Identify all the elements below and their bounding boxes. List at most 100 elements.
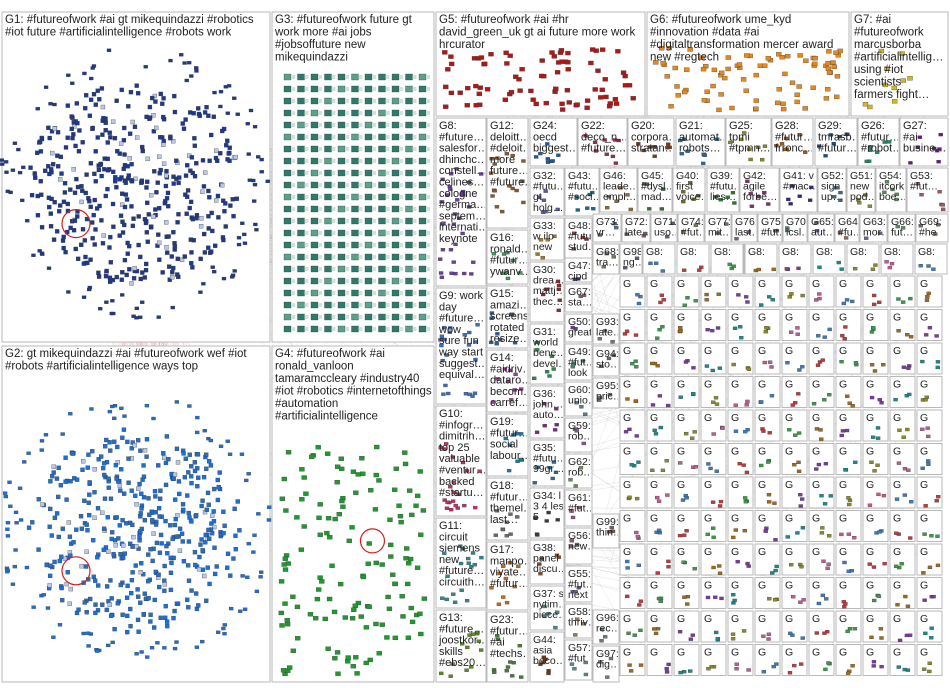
small-group[interactable]: G (889, 543, 916, 576)
small-group[interactable]: G (835, 510, 862, 542)
group-g52[interactable]: G52:signup… (817, 167, 847, 213)
small-group[interactable]: G (754, 610, 781, 643)
small-group[interactable]: G8: (744, 243, 778, 275)
small-group[interactable]: G8: (676, 243, 710, 275)
small-group[interactable]: G (727, 610, 754, 643)
group-g73[interactable]: G73:vr… (592, 213, 622, 243)
group-g95[interactable]: G95:pric… (592, 377, 623, 409)
group-g46[interactable]: G46:leade…empl… (599, 167, 639, 213)
small-group[interactable]: G (808, 376, 835, 408)
small-group[interactable]: G (700, 476, 727, 509)
group-g14[interactable]: G14:#aidriv…dataro…becom…carref… (486, 349, 534, 413)
small-group[interactable]: G (808, 409, 835, 442)
small-group[interactable]: G (754, 443, 781, 475)
group-g47[interactable]: G47:cipd (564, 257, 593, 283)
small-group[interactable]: G (673, 543, 700, 576)
small-group[interactable]: G (889, 275, 916, 308)
small-group[interactable]: G (700, 309, 727, 341)
small-group[interactable]: G (862, 476, 889, 509)
small-group[interactable]: G (619, 543, 646, 576)
small-group[interactable]: G (673, 577, 700, 609)
small-group[interactable]: G (862, 443, 889, 475)
small-group[interactable]: G (835, 309, 862, 341)
small-group[interactable]: G (889, 476, 916, 509)
small-group[interactable]: G (862, 510, 889, 542)
small-group[interactable]: G (673, 476, 700, 509)
small-group[interactable]: G (646, 644, 673, 676)
small-group[interactable]: G (619, 309, 646, 341)
small-group[interactable]: G (673, 510, 700, 542)
small-group[interactable]: G (646, 409, 673, 442)
small-group[interactable]: G (835, 443, 862, 475)
group-g4[interactable]: G4: #futureofwork #aironald_vanloontamar… (271, 345, 435, 683)
group-g8[interactable]: G8:#future…salesfor…dhinchc…constell…cel… (435, 117, 489, 287)
group-g35[interactable]: G35:#futu…99gr… (529, 439, 567, 487)
small-group[interactable]: G (889, 376, 916, 408)
small-group[interactable]: G (781, 510, 808, 542)
group-g32[interactable]: G32:#futu…gtholg… (529, 167, 567, 217)
group-g20[interactable]: G20:corpora…stratan… (627, 117, 679, 167)
group-g2[interactable]: G2: gt mikequindazzi #ai #futureofwork w… (1, 345, 272, 683)
small-group[interactable]: G (916, 309, 943, 341)
group-g24[interactable]: G24:oecdbiggest… (529, 117, 579, 167)
small-group[interactable]: G (700, 342, 727, 375)
group-g36[interactable]: G36:john…auto… (529, 385, 565, 439)
small-group[interactable]: G (646, 543, 673, 576)
small-group[interactable]: G (916, 342, 943, 375)
small-group[interactable]: G (754, 342, 781, 375)
small-group[interactable]: G (619, 275, 646, 308)
small-group[interactable]: G (781, 376, 808, 408)
small-group[interactable]: G (727, 342, 754, 375)
small-group[interactable]: G (835, 610, 862, 643)
small-group[interactable]: G (646, 376, 673, 408)
small-group[interactable]: G (619, 476, 646, 509)
small-group[interactable]: G (862, 610, 889, 643)
group-g16[interactable]: G16:ronald…#futur…ywanv… (486, 229, 532, 285)
small-group[interactable]: G (727, 476, 754, 509)
small-group[interactable]: G (781, 342, 808, 375)
small-group[interactable]: G (700, 376, 727, 408)
small-group[interactable]: G (700, 610, 727, 643)
small-group[interactable]: G (700, 510, 727, 542)
small-group[interactable]: G (700, 275, 727, 308)
group-g38[interactable]: G38:paneldiscu… (529, 539, 568, 585)
small-group[interactable]: G (916, 443, 943, 475)
group-g5[interactable]: G5: #futureofwork #ai #hrdavid_green_uk … (435, 11, 646, 117)
small-group[interactable]: G (619, 342, 646, 375)
small-group[interactable]: G (862, 409, 889, 442)
small-group[interactable]: G (916, 476, 943, 509)
small-group[interactable]: G (673, 610, 700, 643)
group-g37[interactable]: G37: snytim…piece… (529, 585, 569, 631)
small-group[interactable]: G (835, 275, 862, 308)
group-g6[interactable]: G6: #futureofwork ume_kyd#innovation #da… (646, 11, 850, 117)
group-g53[interactable]: G53:#fut… (906, 167, 949, 213)
small-group[interactable]: G (646, 510, 673, 542)
group-g97[interactable]: G97:dig… (592, 645, 621, 683)
small-group[interactable]: G (727, 510, 754, 542)
small-group[interactable]: G (916, 510, 943, 542)
group-g75[interactable]: G75:#fut… (757, 213, 789, 243)
group-g70[interactable]: G70:icsl… (782, 213, 812, 243)
small-group[interactable]: G (916, 543, 943, 576)
small-group[interactable]: G (727, 275, 754, 308)
small-group[interactable]: G (700, 644, 727, 676)
small-group[interactable]: G (727, 309, 754, 341)
small-group[interactable]: G (754, 409, 781, 442)
small-group[interactable]: G (727, 577, 754, 609)
group-g43[interactable]: G43:#futu…#soci… (564, 167, 603, 217)
small-group[interactable]: G (754, 376, 781, 408)
small-group[interactable]: G (835, 342, 862, 375)
small-group[interactable]: G (781, 275, 808, 308)
small-group[interactable]: G (808, 309, 835, 341)
group-g69[interactable]: G69:#he (915, 213, 949, 243)
small-group[interactable]: G (916, 644, 943, 676)
small-group[interactable]: G8: (812, 243, 846, 275)
group-g56[interactable]: G56:new… (564, 527, 598, 565)
small-group[interactable]: G (808, 476, 835, 509)
small-group[interactable]: G (916, 275, 943, 308)
small-group[interactable]: G (619, 443, 646, 475)
